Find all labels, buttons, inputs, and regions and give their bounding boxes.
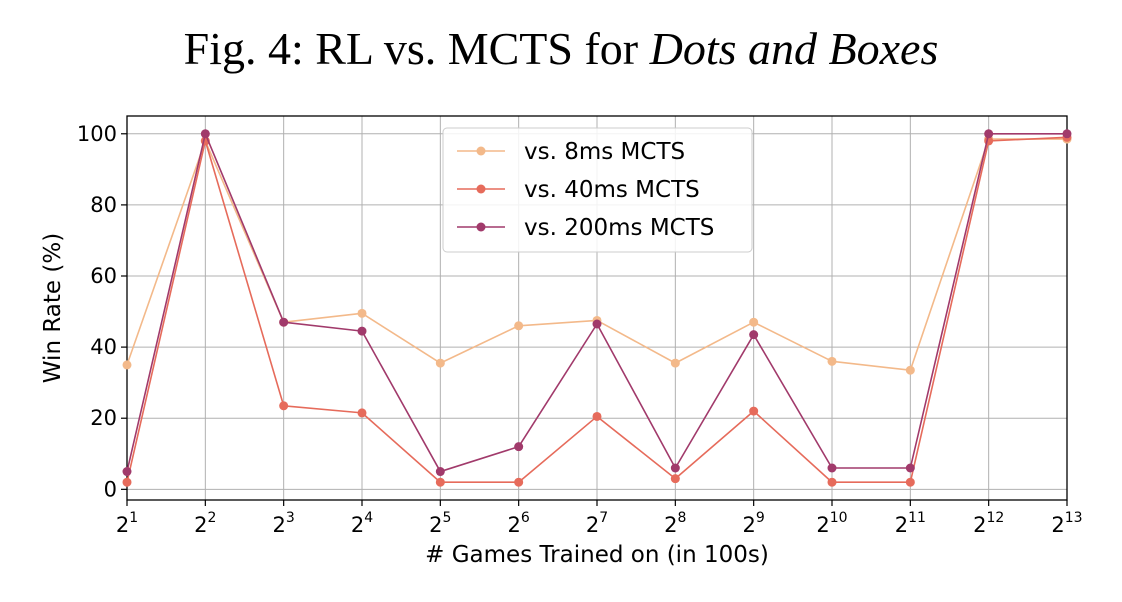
x-tick-label-base: 2 xyxy=(508,513,521,537)
data-point xyxy=(357,408,367,418)
x-tick-label-base: 2 xyxy=(273,513,286,537)
x-tick-label-exponent: 3 xyxy=(286,510,295,526)
x-tick-label: 23 xyxy=(273,510,295,537)
x-tick-label-exponent: 12 xyxy=(986,510,1004,526)
data-point xyxy=(122,477,132,487)
data-point xyxy=(435,358,445,368)
x-tick-label-exponent: 10 xyxy=(830,510,848,526)
x-tick-label-exponent: 1 xyxy=(129,510,138,526)
data-point xyxy=(435,467,445,477)
x-tick-label: 210 xyxy=(816,510,847,537)
title-prefix: Fig. 4: RL vs. MCTS for xyxy=(183,23,650,74)
x-tick-label-exponent: 13 xyxy=(1065,510,1083,526)
series-3 xyxy=(122,129,1072,477)
data-point xyxy=(514,442,524,452)
title-italic: Dots and Boxes xyxy=(649,23,939,74)
data-point xyxy=(670,463,680,473)
x-tick-label-exponent: 8 xyxy=(678,510,687,526)
y-tick-label: 20 xyxy=(90,406,117,430)
figure-title: Fig. 4: RL vs. MCTS for Dots and Boxes xyxy=(0,22,1122,75)
x-tick-label-base: 2 xyxy=(1051,513,1064,537)
x-tick-label: 211 xyxy=(895,510,926,537)
x-tick-label-base: 2 xyxy=(895,513,908,537)
legend-label: vs. 200ms MCTS xyxy=(524,215,714,241)
x-tick-label: 29 xyxy=(743,510,765,537)
x-tick-label-base: 2 xyxy=(973,513,986,537)
legend-box xyxy=(442,127,753,253)
data-point xyxy=(122,467,132,477)
legend-label: vs. 8ms MCTS xyxy=(524,139,685,165)
data-point xyxy=(279,401,289,411)
x-tick-label-base: 2 xyxy=(816,513,829,537)
y-tick-label: 40 xyxy=(90,335,117,359)
x-tick-label-exponent: 2 xyxy=(208,510,217,526)
x-tick-label-exponent: 9 xyxy=(756,510,765,526)
x-tick-label: 21 xyxy=(116,510,138,537)
legend-marker xyxy=(476,222,486,232)
legend: vs. 8ms MCTS vs. 40ms MCTS vs. 200ms MCTS xyxy=(442,127,753,253)
data-point xyxy=(200,129,210,139)
y-tick-label: 100 xyxy=(77,122,117,146)
data-point xyxy=(749,406,759,416)
data-point xyxy=(670,474,680,484)
x-tick-label-exponent: 6 xyxy=(521,510,530,526)
data-point xyxy=(749,330,759,340)
x-tick-label: 27 xyxy=(586,510,608,537)
x-tick-label-exponent: 5 xyxy=(443,510,452,526)
data-point xyxy=(122,360,132,370)
x-tick-label: 24 xyxy=(351,510,373,537)
data-point xyxy=(827,477,837,487)
data-point xyxy=(827,356,837,366)
x-tick-label-exponent: 7 xyxy=(599,510,608,526)
data-point xyxy=(279,317,289,327)
data-point xyxy=(905,463,915,473)
y-axis-label: Win Rate (%) xyxy=(40,233,66,383)
legend-marker xyxy=(476,146,486,156)
series-group xyxy=(122,129,1072,487)
x-tick-label: 22 xyxy=(194,510,216,537)
x-tick-label-base: 2 xyxy=(743,513,756,537)
data-point xyxy=(749,317,759,327)
x-tick-label-exponent: 11 xyxy=(908,510,926,526)
data-point xyxy=(905,477,915,487)
data-point xyxy=(514,321,524,331)
x-tick-label: 25 xyxy=(429,510,451,537)
x-tick-label: 26 xyxy=(508,510,530,537)
data-point xyxy=(357,308,367,318)
data-point xyxy=(905,365,915,375)
x-tick-label-base: 2 xyxy=(429,513,442,537)
data-point xyxy=(1062,129,1072,139)
data-point xyxy=(514,477,524,487)
y-tick-label: 0 xyxy=(104,477,117,501)
x-tick-label-base: 2 xyxy=(194,513,207,537)
data-point xyxy=(357,326,367,336)
data-point xyxy=(592,411,602,421)
data-point xyxy=(592,319,602,329)
x-tick-label-base: 2 xyxy=(664,513,677,537)
data-point xyxy=(670,358,680,368)
x-tick-label-base: 2 xyxy=(586,513,599,537)
y-tick-label: 80 xyxy=(90,193,117,217)
x-tick-label-base: 2 xyxy=(116,513,129,537)
y-tick-label: 60 xyxy=(90,264,117,288)
x-tick-label: 212 xyxy=(973,510,1004,537)
x-tick-label-base: 2 xyxy=(351,513,364,537)
x-axis-label: # Games Trained on (in 100s) xyxy=(425,542,769,568)
data-point xyxy=(984,129,994,139)
legend-label: vs. 40ms MCTS xyxy=(524,177,700,203)
axis-ticks: 21 22 23 24 25 26 27 28 29 210 211 212 2130204060801… xyxy=(77,122,1083,537)
x-tick-label-exponent: 4 xyxy=(364,510,373,526)
data-point xyxy=(827,463,837,473)
x-tick-label: 28 xyxy=(664,510,686,537)
legend-marker xyxy=(476,184,486,194)
x-tick-label: 213 xyxy=(1051,510,1082,537)
data-point xyxy=(435,477,445,487)
